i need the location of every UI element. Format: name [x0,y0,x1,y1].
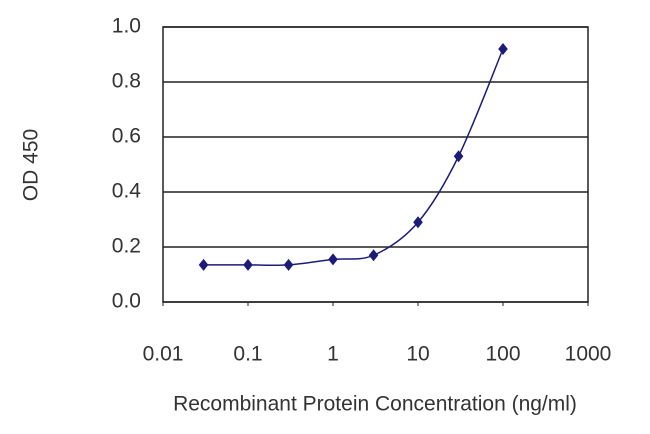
y-tick-label: 0.4 [112,180,142,203]
point [453,150,464,163]
point [368,249,379,262]
point [413,216,423,229]
x-tick-label: 1000 [565,343,612,366]
point [243,258,253,271]
x-tick-label: 10 [406,343,429,366]
x-tick-label: 0.01 [143,343,184,366]
point [328,253,338,266]
plot-frame [162,26,589,303]
point [283,258,294,271]
y-tick-label: 0.8 [112,70,141,93]
point [498,43,508,55]
y-tick-label: 0.6 [112,125,141,148]
x-tick-label: 1 [327,343,339,366]
x-tick-label: 0.1 [233,343,262,366]
x-tick-label: 100 [485,343,520,366]
y-tick-label: 0.0 [112,290,141,313]
y-tick-label: 0.2 [112,235,141,258]
point [198,258,209,271]
y-tick-label: 1.0 [112,15,141,38]
y-axis-label: OD 450 [20,129,43,201]
x-axis-label: Recombinant Protein Concentration (ng/ml… [173,393,577,416]
